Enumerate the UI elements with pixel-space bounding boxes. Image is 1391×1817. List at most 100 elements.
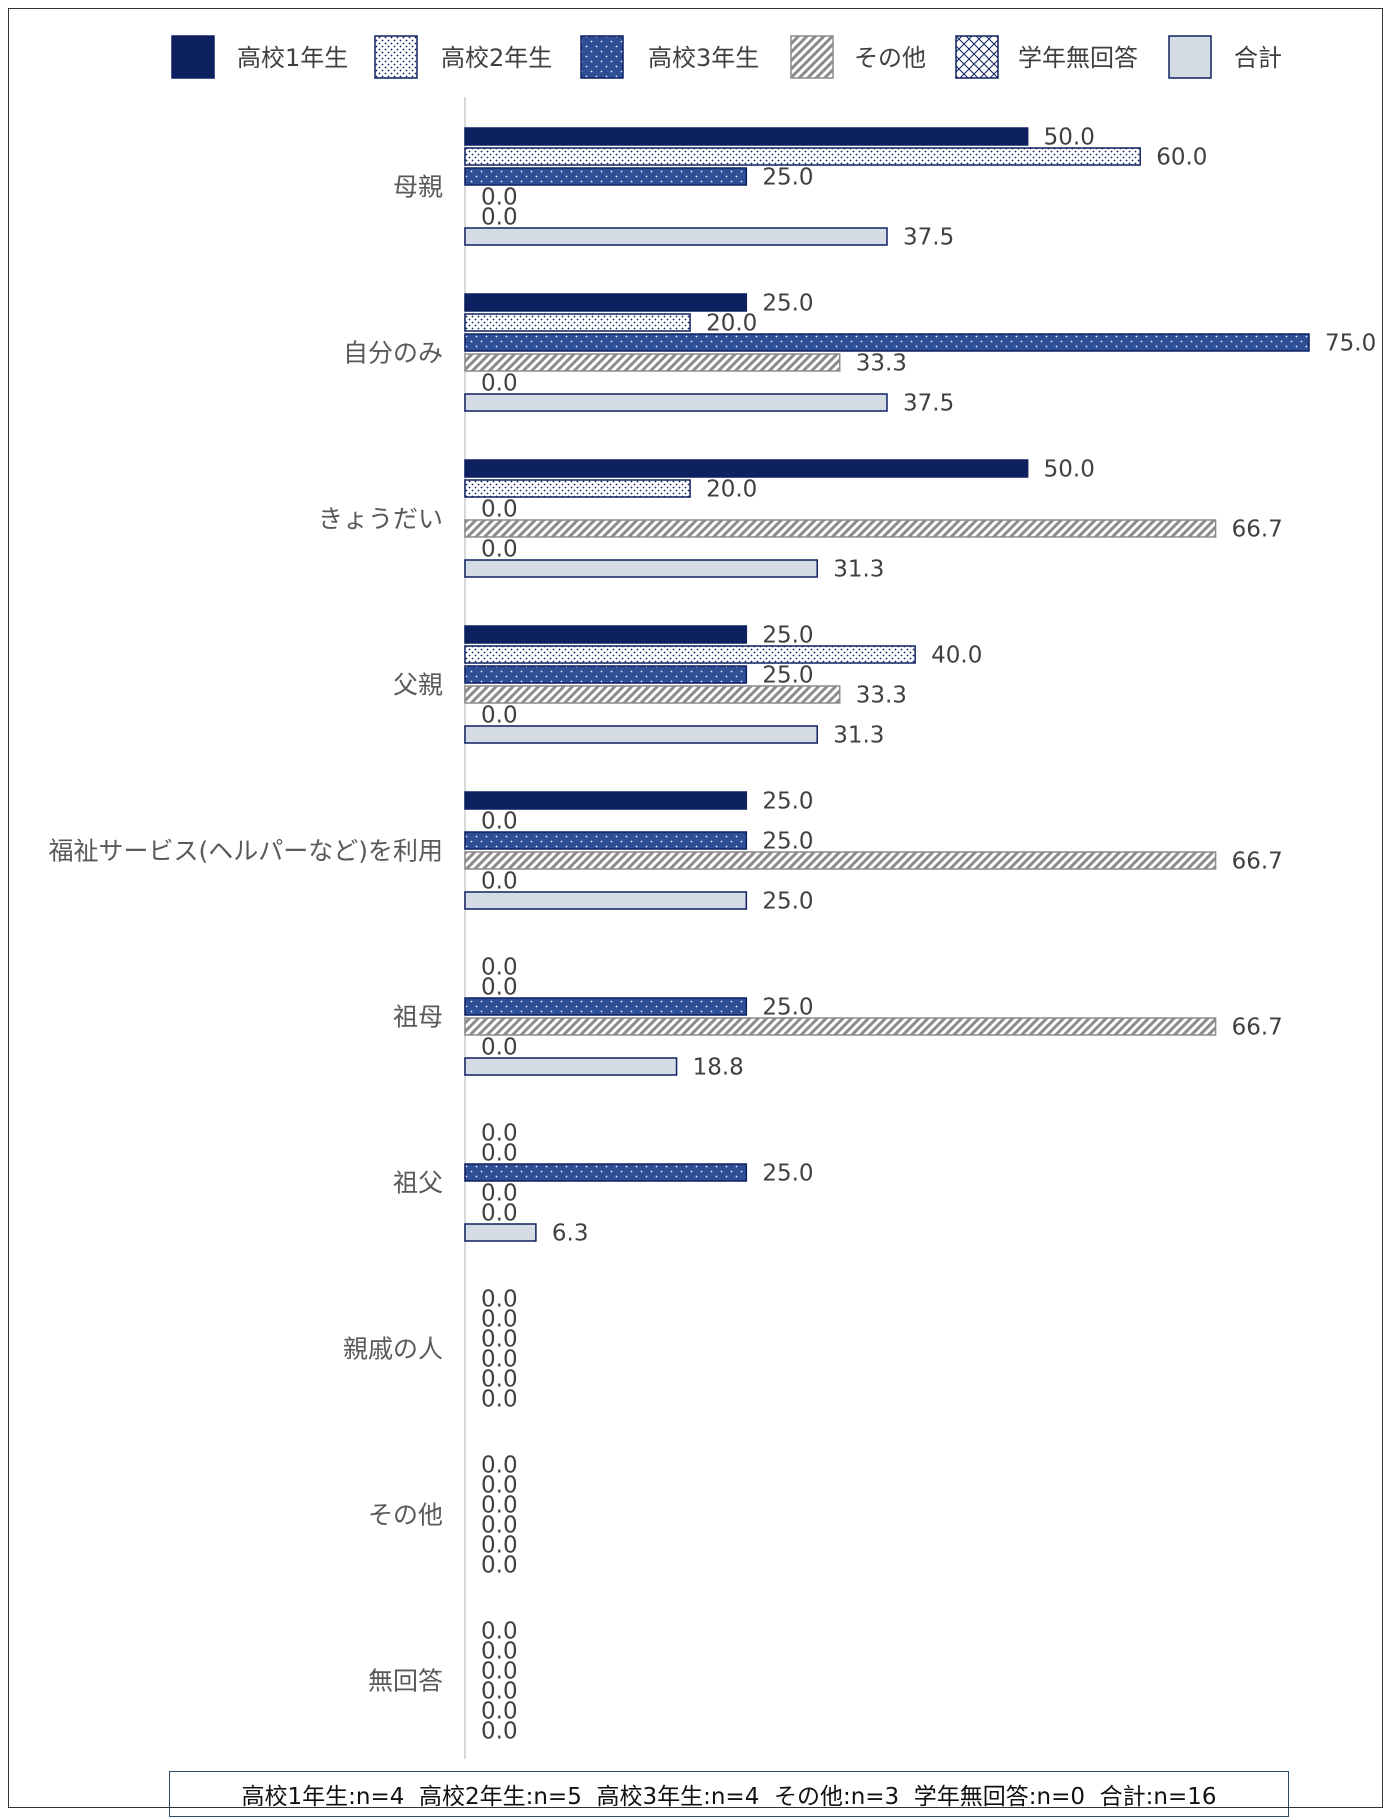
value-label-5-0: 0.0 xyxy=(481,955,518,981)
legend-label-2: 高校3年生 xyxy=(648,44,759,72)
value-label-7-0: 0.0 xyxy=(481,1287,518,1313)
bars xyxy=(464,127,1310,1242)
value-label-2-3: 66.7 xyxy=(1232,517,1283,543)
bar-5-3 xyxy=(464,1017,1217,1036)
bar-2-5 xyxy=(464,559,818,578)
value-label-8-3: 0.0 xyxy=(481,1513,518,1539)
category-label-4: 福祉サービス(ヘルパーなど)を利用 xyxy=(48,837,443,866)
category-labels: 母親自分のみきょうだい父親福祉サービス(ヘルパーなど)を利用祖母祖父親戚の人その… xyxy=(48,173,443,1696)
value-label-9-5: 0.0 xyxy=(481,1719,518,1745)
value-label-4-4: 0.0 xyxy=(481,869,518,895)
value-label-3-5: 31.3 xyxy=(833,723,884,749)
value-label-5-1: 0.0 xyxy=(481,975,518,1001)
value-label-2-1: 20.0 xyxy=(706,477,757,503)
value-label-7-1: 0.0 xyxy=(481,1307,518,1333)
value-label-1-5: 37.5 xyxy=(903,391,954,417)
value-label-0-5: 37.5 xyxy=(903,225,954,251)
value-label-8-0: 0.0 xyxy=(481,1453,518,1479)
category-label-1: 自分のみ xyxy=(343,339,443,368)
value-label-1-4: 0.0 xyxy=(481,371,518,397)
value-label-0-4: 0.0 xyxy=(481,205,518,231)
category-label-7: 親戚の人 xyxy=(343,1335,443,1364)
value-label-5-4: 0.0 xyxy=(481,1035,518,1061)
bar-2-3 xyxy=(464,519,1217,538)
bar-1-0 xyxy=(464,293,748,312)
bar-3-0 xyxy=(464,625,748,644)
value-label-6-5: 6.3 xyxy=(552,1221,589,1247)
bar-6-2 xyxy=(464,1163,748,1182)
value-label-4-1: 0.0 xyxy=(481,809,518,835)
category-label-2: きょうだい xyxy=(318,505,443,534)
value-label-1-3: 33.3 xyxy=(856,351,907,377)
value-label-8-2: 0.0 xyxy=(481,1493,518,1519)
value-label-2-4: 0.0 xyxy=(481,537,518,563)
value-label-5-5: 18.8 xyxy=(693,1055,744,1081)
category-label-9: 無回答 xyxy=(368,1667,443,1696)
bar-3-5 xyxy=(464,725,818,744)
legend-swatch-2 xyxy=(580,35,624,79)
category-label-0: 母親 xyxy=(393,173,443,202)
value-label-7-4: 0.0 xyxy=(481,1367,518,1393)
bar-5-5 xyxy=(464,1057,678,1076)
value-label-2-5: 31.3 xyxy=(833,557,884,583)
value-label-3-1: 40.0 xyxy=(931,643,982,669)
value-label-1-0: 25.0 xyxy=(762,291,813,317)
value-label-4-2: 25.0 xyxy=(762,829,813,855)
value-label-7-2: 0.0 xyxy=(481,1327,518,1353)
bar-0-2 xyxy=(464,167,748,186)
legend-swatch-4 xyxy=(955,35,999,79)
value-label-1-1: 20.0 xyxy=(706,311,757,337)
value-label-5-2: 25.0 xyxy=(762,995,813,1021)
bar-4-0 xyxy=(464,791,748,810)
value-label-6-3: 0.0 xyxy=(481,1181,518,1207)
value-label-9-3: 0.0 xyxy=(481,1679,518,1705)
sample-size-note: 高校1年生:n=4 高校2年生:n=5 高校3年生:n=4 その他:n=3 学年… xyxy=(169,1771,1289,1817)
value-labels: 50.060.025.00.00.037.525.020.075.033.30.… xyxy=(481,125,1376,1745)
category-label-8: その他 xyxy=(368,1501,443,1530)
bar-1-5 xyxy=(464,393,888,412)
bar-4-3 xyxy=(464,851,1217,870)
value-label-5-3: 66.7 xyxy=(1232,1015,1283,1041)
bar-5-2 xyxy=(464,997,748,1016)
bar-2-0 xyxy=(464,459,1029,478)
value-label-9-1: 0.0 xyxy=(481,1639,518,1665)
bar-2-1 xyxy=(464,479,691,498)
value-label-9-4: 0.0 xyxy=(481,1699,518,1725)
value-label-6-1: 0.0 xyxy=(481,1141,518,1167)
legend-swatch-0 xyxy=(171,35,215,79)
value-label-3-0: 25.0 xyxy=(762,623,813,649)
category-label-5: 祖母 xyxy=(393,1003,443,1032)
value-label-0-0: 50.0 xyxy=(1044,125,1095,151)
value-label-0-1: 60.0 xyxy=(1156,145,1207,171)
value-label-2-0: 50.0 xyxy=(1044,457,1095,483)
value-label-0-3: 0.0 xyxy=(481,185,518,211)
value-label-2-2: 0.0 xyxy=(481,497,518,523)
bar-4-5 xyxy=(464,891,748,910)
legend-label-3: その他 xyxy=(854,44,926,72)
bar-1-3 xyxy=(464,353,841,372)
legend-swatch-1 xyxy=(374,35,418,79)
value-label-8-4: 0.0 xyxy=(481,1533,518,1559)
value-label-3-3: 33.3 xyxy=(856,683,907,709)
legend: 高校1年生 高校2年生 高校3年生 その他 学年無回答 合計 xyxy=(171,35,1282,79)
bar-1-2 xyxy=(464,333,1310,352)
value-label-9-0: 0.0 xyxy=(481,1619,518,1645)
legend-label-0: 高校1年生 xyxy=(237,44,348,72)
value-label-4-5: 25.0 xyxy=(762,889,813,915)
value-label-6-0: 0.0 xyxy=(481,1121,518,1147)
value-label-4-3: 66.7 xyxy=(1232,849,1283,875)
legend-swatch-5 xyxy=(1168,35,1212,79)
value-label-7-5: 0.0 xyxy=(481,1387,518,1413)
legend-label-1: 高校2年生 xyxy=(441,44,552,72)
legend-label-4: 学年無回答 xyxy=(1018,44,1138,72)
category-label-6: 祖父 xyxy=(393,1169,443,1198)
legend-label-5: 合計 xyxy=(1234,44,1282,72)
value-label-3-2: 25.0 xyxy=(762,663,813,689)
value-label-0-2: 25.0 xyxy=(762,165,813,191)
value-label-4-0: 25.0 xyxy=(762,789,813,815)
bar-chart: 高校1年生 高校2年生 高校3年生 その他 学年無回答 合計 母親自分のみきょうだい父親福… xyxy=(48,35,1376,1759)
bar-0-1 xyxy=(464,147,1141,166)
bar-4-2 xyxy=(464,831,748,850)
value-label-8-1: 0.0 xyxy=(481,1473,518,1499)
value-label-1-2: 75.0 xyxy=(1325,331,1376,357)
